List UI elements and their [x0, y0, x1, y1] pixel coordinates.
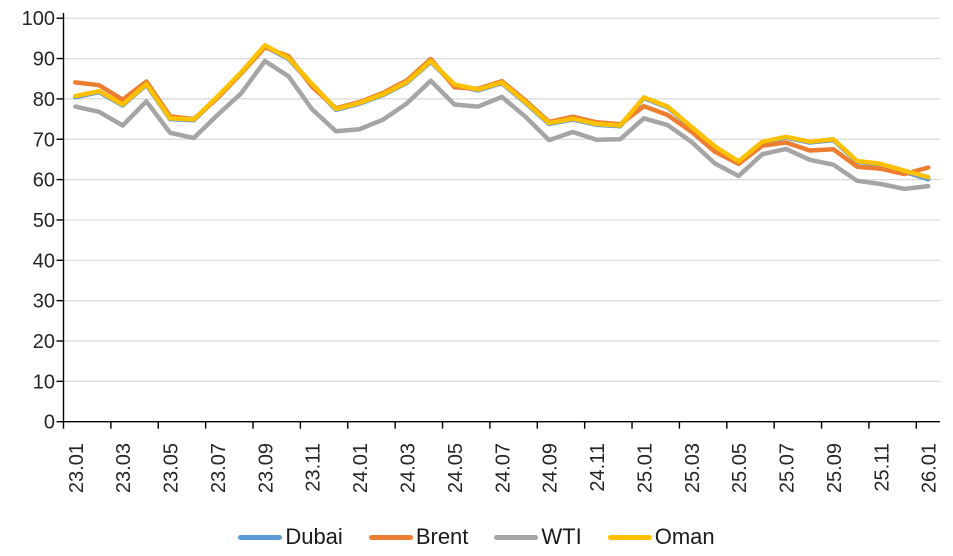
x-axis-label: 25.11 — [871, 443, 893, 492]
y-axis-label: 40 — [33, 250, 55, 272]
legend-swatch-brent — [368, 534, 413, 540]
x-axis-label: 24.09 — [540, 443, 562, 493]
x-axis-label: 26.01 — [919, 443, 941, 493]
legend-label-wti: WTI — [541, 524, 582, 549]
y-axis-label: 60 — [33, 170, 55, 192]
legend-label-brent: Brent — [415, 524, 469, 549]
series-line-wti — [73, 58, 931, 192]
legend-item-brent: Brent — [368, 524, 469, 549]
y-axis-label: 70 — [33, 129, 55, 151]
y-axis-label: 100 — [22, 8, 55, 30]
y-axis-label: 10 — [33, 371, 55, 393]
legend-swatch-wti — [494, 534, 539, 540]
legend-label-oman: Oman — [654, 524, 715, 549]
x-axis-label: 25.07 — [777, 443, 799, 493]
y-axis-label: 20 — [33, 331, 55, 353]
x-axis-label: 24.07 — [492, 443, 514, 493]
y-axis-label: 50 — [33, 210, 55, 232]
y-axis-label: 80 — [33, 89, 55, 111]
x-axis-label: 24.05 — [445, 443, 467, 493]
x-axis-label: 23.05 — [161, 443, 183, 493]
x-axis-label: 25.03 — [682, 443, 704, 493]
legend-item-oman: Oman — [607, 524, 715, 549]
x-axis-label: 23.09 — [255, 443, 277, 493]
y-axis-label: 0 — [44, 412, 55, 434]
legend-item-dubai: Dubai — [238, 524, 343, 549]
y-axis-label: 30 — [33, 291, 55, 313]
x-axis-label: 24.01 — [350, 443, 372, 493]
x-axis-label: 23.11 — [303, 443, 325, 492]
chart-legend: Dubai Brent WTI Oman — [0, 522, 953, 552]
x-axis-label: 25.09 — [824, 443, 846, 493]
x-axis-label: 23.07 — [208, 443, 230, 493]
x-axis-label: 23.01 — [66, 443, 88, 493]
legend-label-dubai: Dubai — [285, 524, 343, 549]
legend-swatch-dubai — [238, 534, 283, 540]
legend-swatch-oman — [607, 534, 652, 540]
x-axis-label: 23.03 — [113, 443, 135, 493]
series-line-oman — [73, 42, 931, 180]
legend-item-wti: WTI — [494, 524, 582, 549]
x-axis-label: 24.03 — [397, 443, 419, 493]
x-axis-label: 25.01 — [634, 443, 656, 493]
x-axis-label: 25.05 — [729, 443, 751, 493]
y-axis-label: 90 — [33, 49, 55, 71]
x-axis-label: 24.11 — [587, 443, 609, 492]
